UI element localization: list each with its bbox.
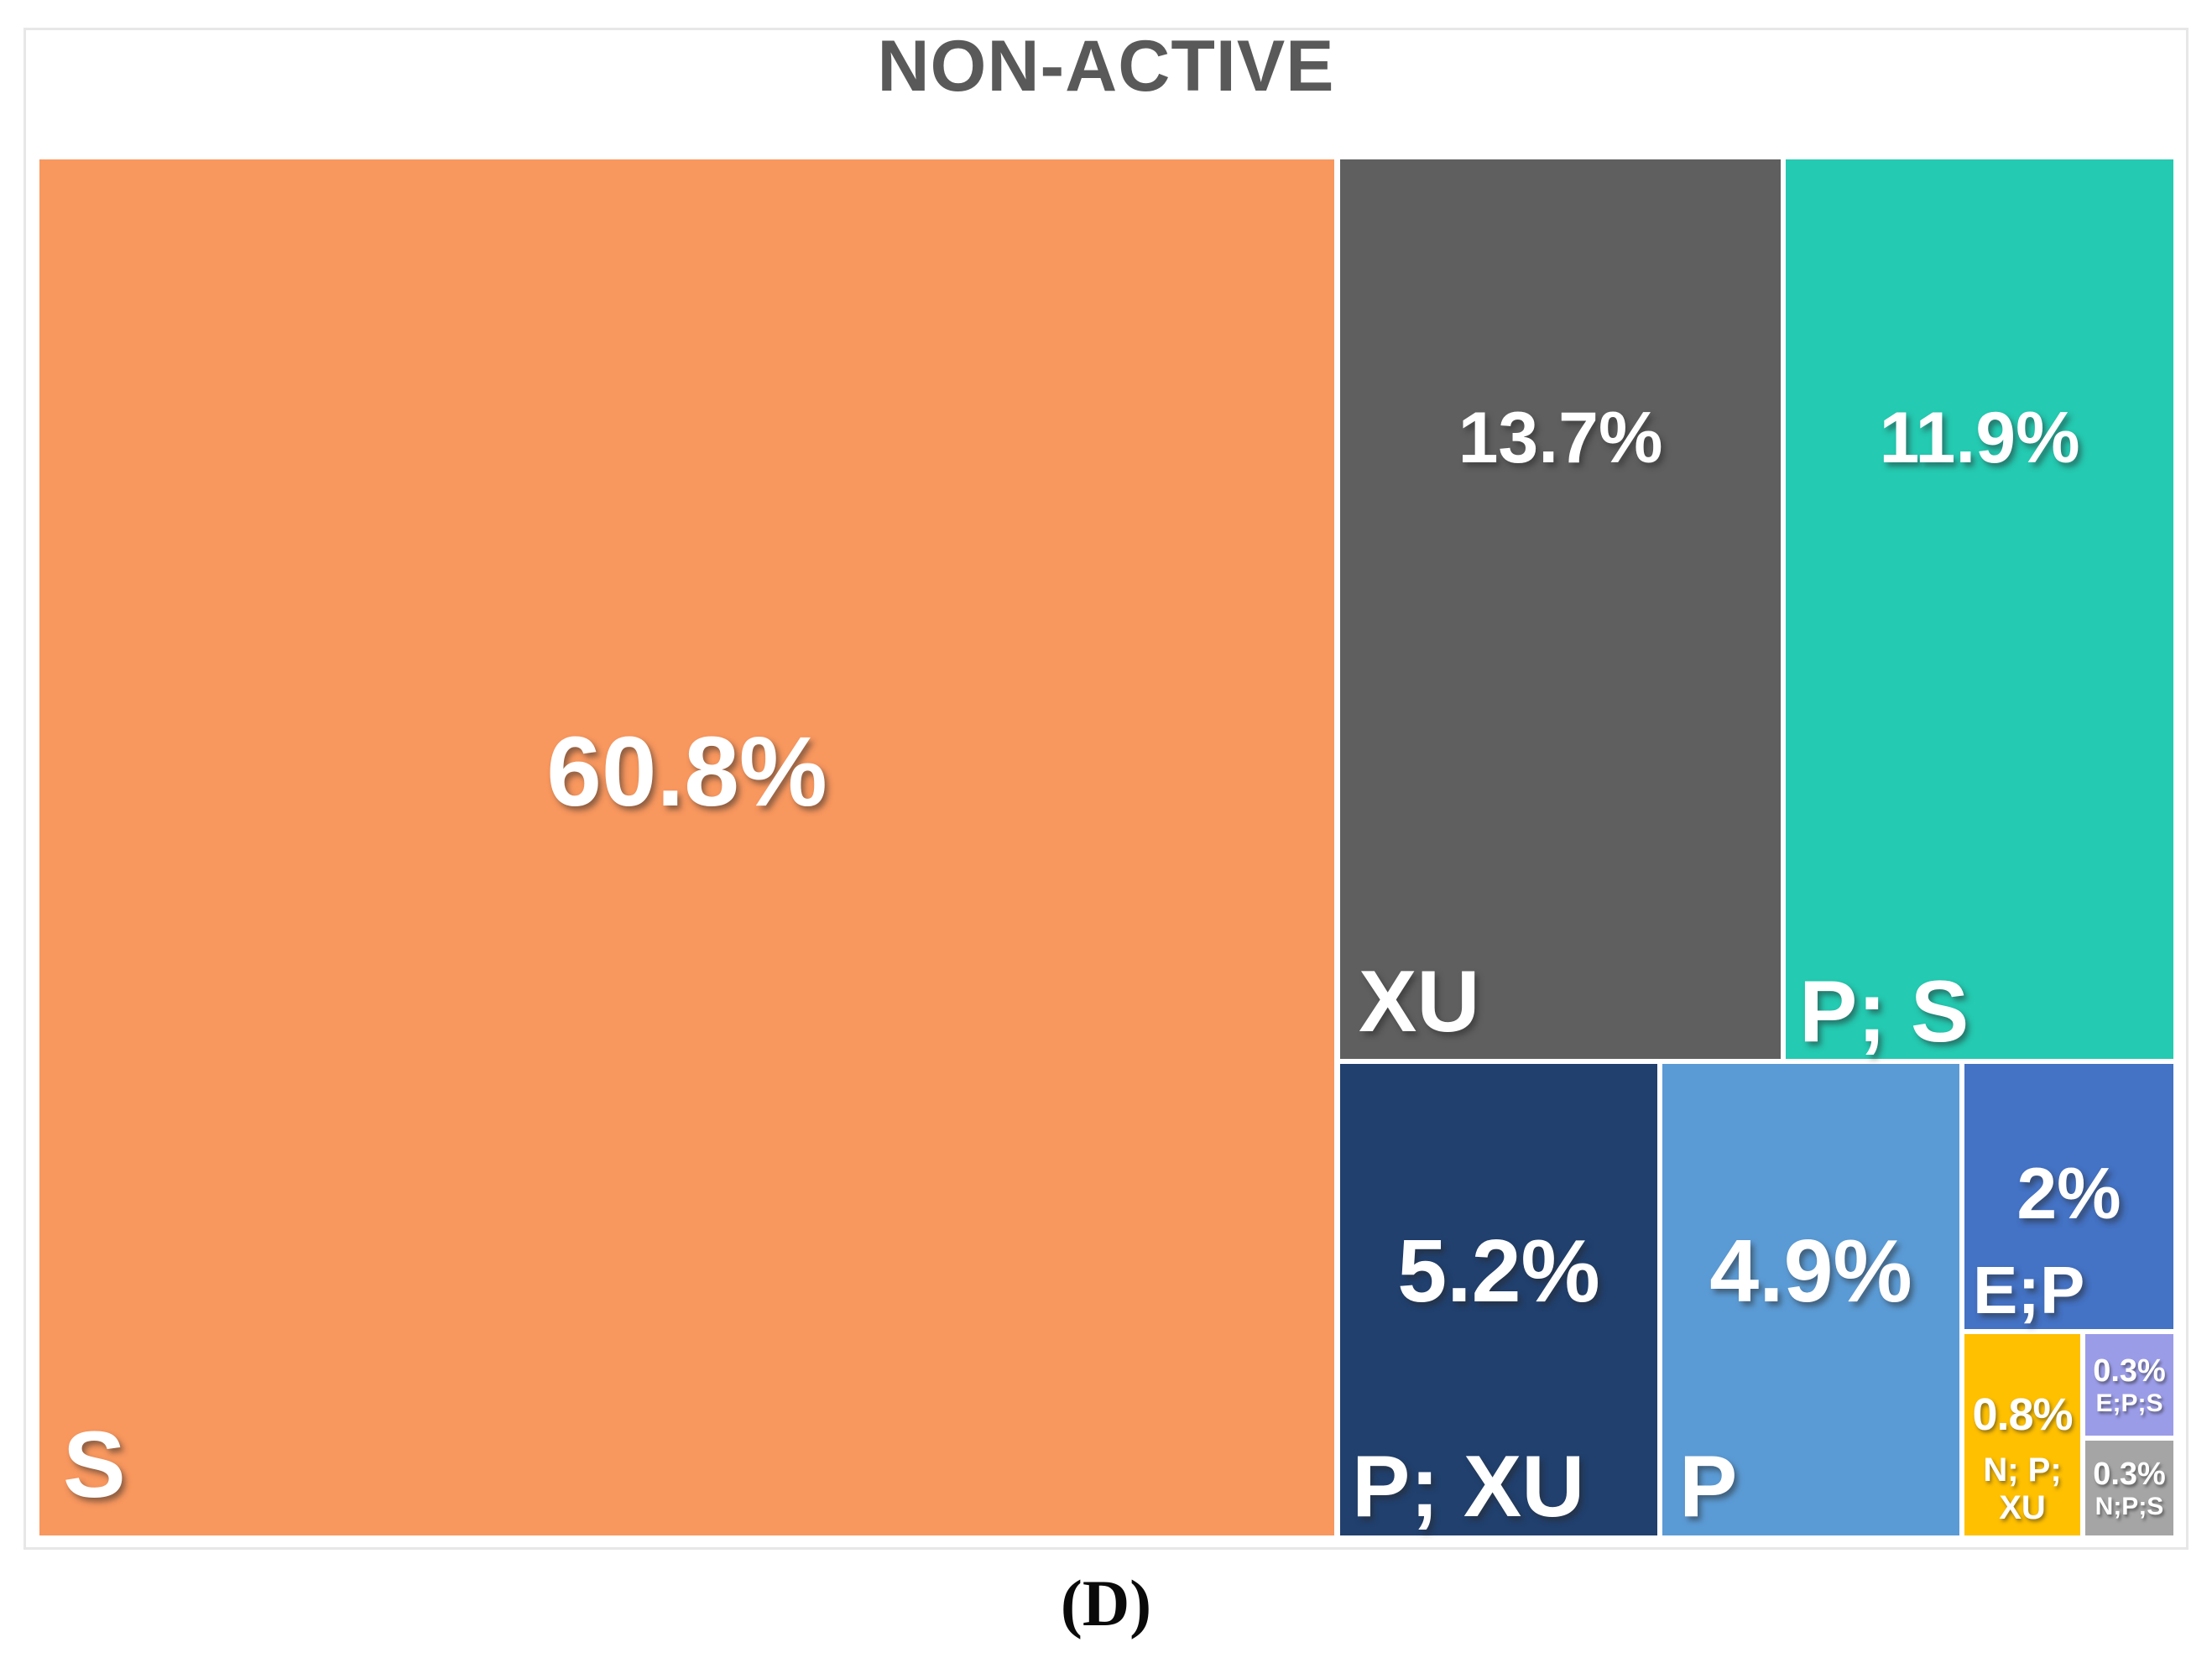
treemap-tile-s: 60.8% S <box>39 159 1334 1535</box>
tile-value: 0.3% <box>2093 1457 2166 1492</box>
tile-label: N; P; XU <box>1983 1452 2062 1527</box>
treemap-tile-p-s: 11.9% P; S <box>1786 159 2173 1059</box>
tile-label: P; S <box>1799 963 1969 1061</box>
tile-label: P <box>1679 1438 1738 1535</box>
treemap-tile-p-xu: 5.2% P; XU <box>1340 1064 1657 1535</box>
treemap-tile-n-p-s: 0.3% N;P;S <box>2085 1441 2173 1535</box>
tile-value: 60.8% <box>546 716 827 827</box>
figure-caption: (D) <box>1060 1567 1152 1640</box>
treemap-tile-e-p: 2% E;P <box>1964 1064 2173 1329</box>
tile-value: 2% <box>2016 1153 2121 1234</box>
tile-value: 11.9% <box>1879 398 2080 479</box>
treemap-tile-xu: 13.7% XU <box>1340 159 1781 1059</box>
tile-value: 0.3% <box>2093 1353 2166 1389</box>
tile-value: 0.8% <box>1972 1389 2073 1440</box>
treemap-tile-e-p-s: 0.3% E;P;S <box>2085 1334 2173 1436</box>
tile-value: 13.7% <box>1458 398 1663 479</box>
tile-label: E;P;S <box>2095 1389 2163 1417</box>
treemap-tile-p: 4.9% P <box>1662 1064 1959 1535</box>
tile-label: E;P <box>1973 1253 2085 1327</box>
tile-value: 5.2% <box>1397 1222 1600 1322</box>
tile-label: S <box>63 1412 126 1517</box>
tile-value: 4.9% <box>1709 1222 1912 1322</box>
chart-title: NON-ACTIVE <box>877 26 1335 107</box>
tile-label: XU <box>1359 953 1480 1050</box>
treemap-plot-area: 60.8% S 13.7% XU 11.9% P; S 5.2% P; XU 4… <box>39 159 2173 1535</box>
tile-label: P; XU <box>1352 1438 1585 1535</box>
tile-text-stack: 0.3% N;P;S <box>2085 1441 2173 1535</box>
treemap-tile-n-p-xu: 0.8% N; P; XU <box>1964 1334 2080 1535</box>
tile-text-stack: 0.3% E;P;S <box>2085 1334 2173 1436</box>
tile-label: N;P;S <box>2095 1493 2164 1520</box>
